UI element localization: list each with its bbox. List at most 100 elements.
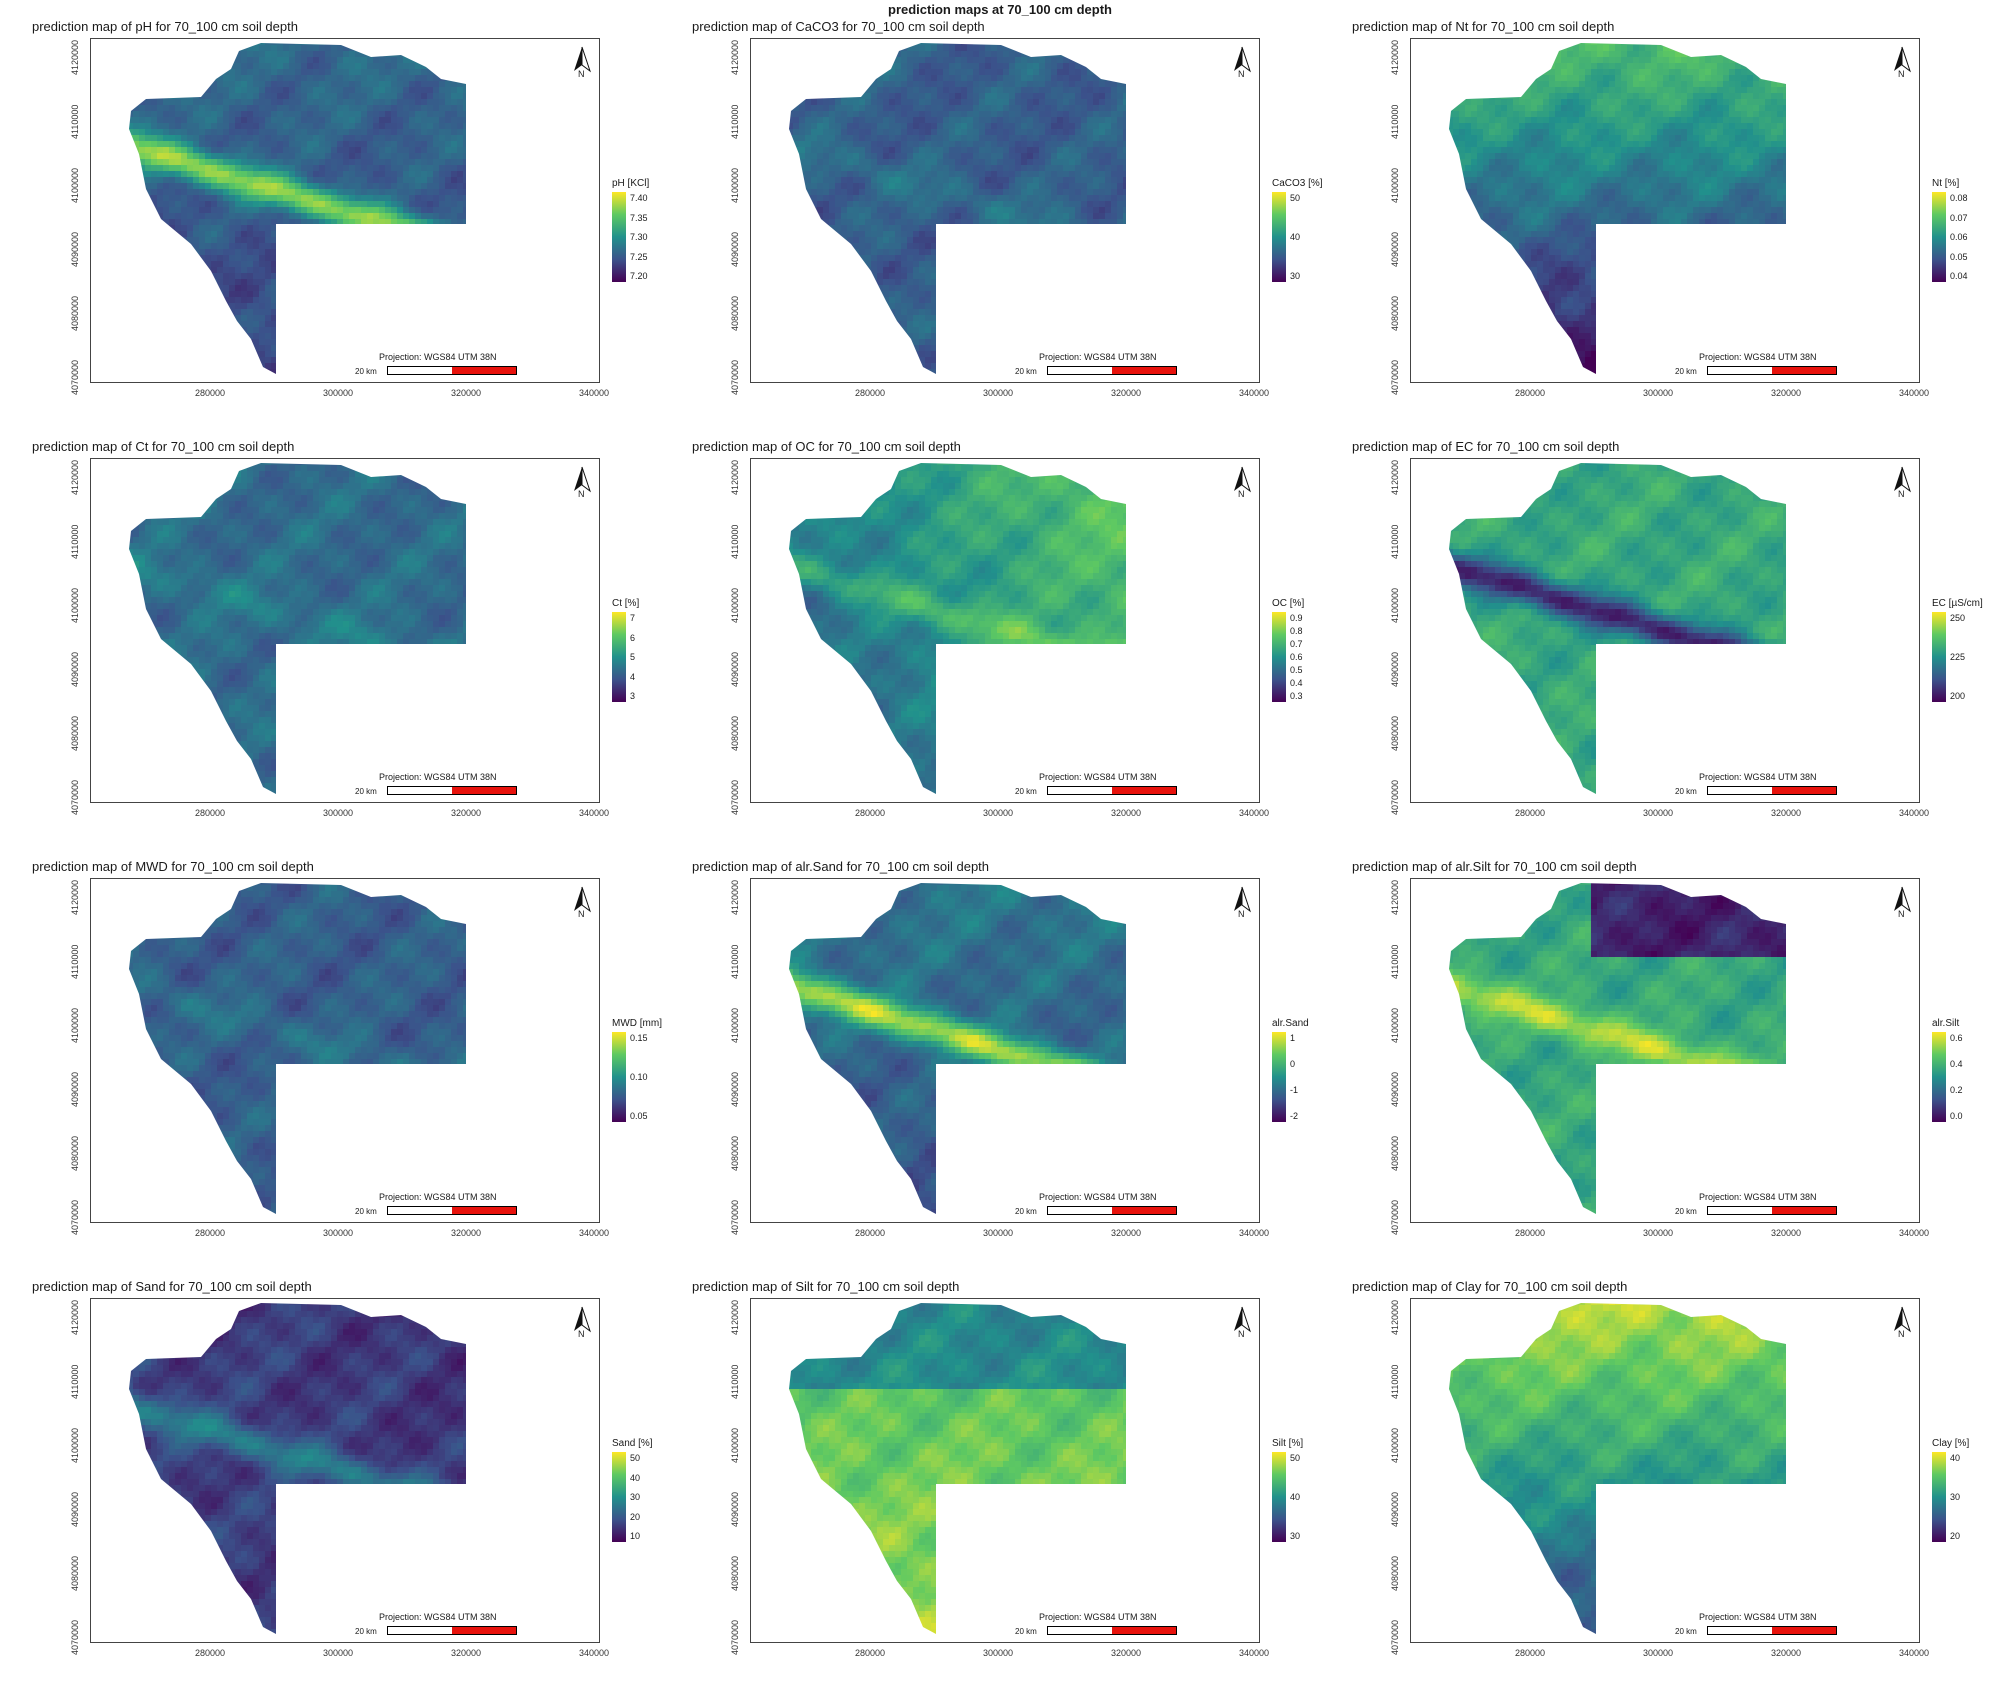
- raster-cell: [937, 57, 943, 63]
- raster-cell: [247, 93, 253, 99]
- raster-cell: [877, 123, 883, 129]
- raster-cell: [217, 273, 223, 279]
- raster-cell: [319, 243, 325, 249]
- raster-cell: [175, 249, 181, 255]
- scale-bar: [387, 366, 517, 375]
- raster-cell: [1111, 177, 1117, 183]
- raster-cell: [433, 123, 439, 129]
- raster-cell: [463, 43, 466, 45]
- raster-cell: [979, 123, 985, 129]
- raster-cell: [229, 99, 235, 105]
- raster-cell: [883, 57, 889, 63]
- raster-cell: [139, 291, 145, 297]
- raster-cell: [181, 369, 187, 374]
- raster-cell: [1123, 105, 1126, 111]
- raster-cell: [373, 279, 379, 285]
- raster-cell: [1099, 63, 1105, 69]
- raster-cell: [913, 183, 919, 189]
- raster-cell: [229, 219, 235, 225]
- raster-cell: [169, 207, 175, 213]
- raster-cell: [835, 57, 841, 63]
- raster-cell: [961, 81, 967, 87]
- raster-cell: [463, 303, 466, 309]
- raster-cell: [403, 267, 409, 273]
- raster-cell: [133, 57, 139, 63]
- raster-cell: [283, 357, 289, 363]
- raster-cell: [151, 333, 157, 339]
- raster-cell: [265, 99, 271, 105]
- raster-cell: [451, 291, 457, 297]
- raster-cell: [247, 147, 253, 153]
- raster-cell: [283, 159, 289, 165]
- raster-cell: [931, 69, 937, 75]
- raster-cell: [943, 123, 949, 129]
- raster-cell: [1027, 153, 1033, 159]
- raster-cell: [1051, 117, 1057, 123]
- raster-cell: [391, 129, 397, 135]
- raster-cell: [277, 57, 283, 63]
- raster-cell: [463, 159, 466, 165]
- raster-cell: [319, 321, 325, 327]
- raster-cell: [451, 249, 457, 255]
- raster-cell: [367, 255, 373, 261]
- raster-cell: [181, 195, 187, 201]
- raster-cell: [841, 81, 847, 87]
- raster-cell: [163, 357, 169, 363]
- raster-cell: [391, 267, 397, 273]
- raster-cell: [157, 309, 163, 315]
- raster-cell: [337, 43, 343, 45]
- raster-cell: [151, 285, 157, 291]
- raster-cell: [397, 291, 403, 297]
- raster-cell: [1063, 63, 1069, 69]
- raster-cell: [271, 207, 277, 213]
- raster-cell: [295, 189, 301, 195]
- raster-cell: [1111, 111, 1117, 117]
- raster-cell: [1111, 105, 1117, 111]
- raster-cell: [991, 159, 997, 165]
- raster-cell: [241, 219, 247, 225]
- raster-cell: [463, 315, 466, 321]
- raster-cell: [985, 75, 991, 81]
- raster-cell: [331, 63, 337, 69]
- raster-cell: [811, 177, 817, 183]
- raster-cell: [199, 63, 205, 69]
- raster-cell: [367, 381, 373, 383]
- raster-cell: [211, 213, 217, 219]
- raster-cell: [151, 231, 157, 237]
- raster-cell: [835, 123, 841, 129]
- raster-cell: [247, 111, 253, 117]
- raster-cell: [337, 369, 343, 374]
- raster-cell: [253, 123, 259, 129]
- raster-cell: [139, 357, 145, 363]
- raster-cell: [1021, 105, 1027, 111]
- raster-cell: [817, 43, 823, 45]
- raster-cell: [301, 135, 307, 141]
- raster-cell: [217, 339, 223, 345]
- raster-cell: [865, 177, 871, 183]
- raster-cell: [283, 105, 289, 111]
- raster-cell: [241, 135, 247, 141]
- raster-cell: [181, 237, 187, 243]
- raster-cell: [145, 261, 151, 267]
- raster-cell: [223, 51, 229, 57]
- raster-cell: [853, 147, 859, 153]
- raster-cell: [1051, 183, 1057, 189]
- raster-cell: [235, 141, 241, 147]
- raster-cell: [337, 81, 343, 87]
- raster-cell: [247, 243, 253, 249]
- raster-cell: [205, 231, 211, 237]
- raster-cell: [901, 57, 907, 63]
- raster-cell: [391, 285, 397, 291]
- raster-cell: [445, 195, 451, 201]
- legend-tick-label: 7.20: [630, 271, 648, 281]
- raster-cell: [223, 291, 229, 297]
- raster-cell: [133, 321, 139, 327]
- raster-cell: [193, 369, 199, 374]
- raster-cell: [181, 75, 187, 81]
- raster-cell: [295, 291, 301, 297]
- raster-cell: [157, 45, 163, 51]
- raster-cell: [949, 105, 955, 111]
- raster-cell: [331, 309, 337, 315]
- raster-cell: [397, 135, 403, 141]
- raster-cell: [409, 231, 415, 237]
